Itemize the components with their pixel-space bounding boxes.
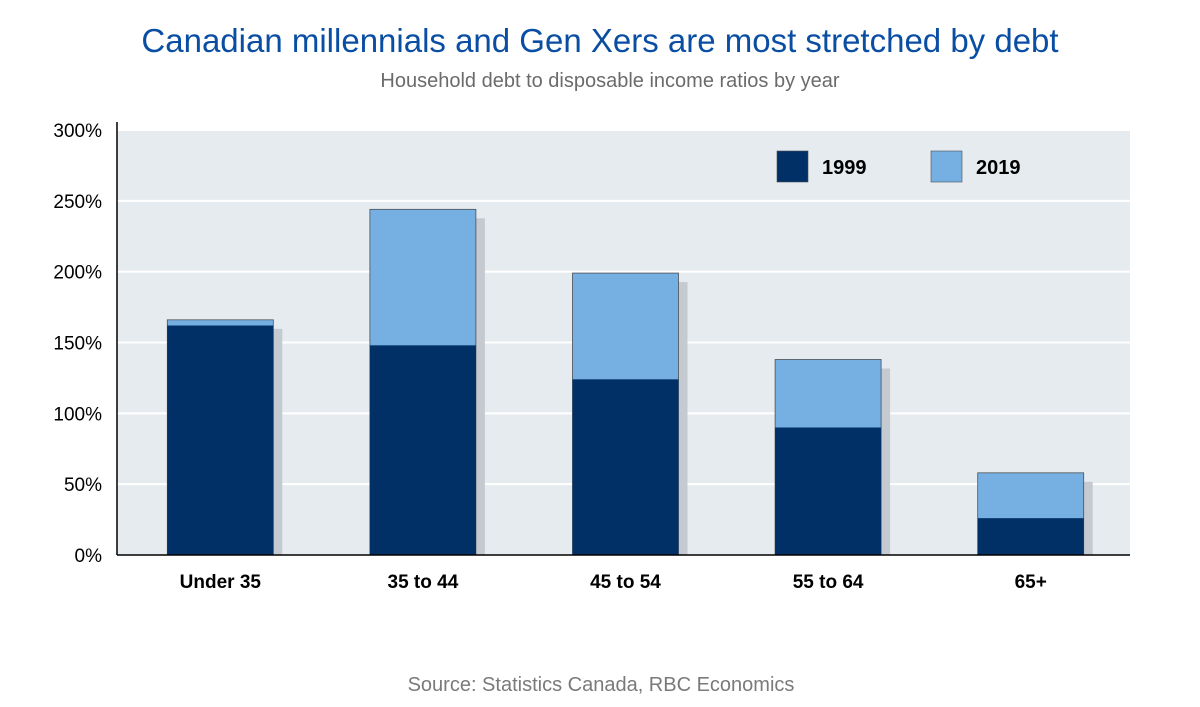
chart-subtitle: Household debt to disposable income rati… (380, 70, 840, 92)
bar-1999 (369, 345, 476, 555)
legend-label: 1999 (822, 157, 867, 179)
legend-swatch (930, 150, 963, 183)
axes (116, 122, 1130, 556)
y-tick-label: 0% (75, 546, 103, 567)
y-axis-ticks: 0% 50% 100% 150% 200% 250% 300% (53, 121, 102, 567)
chart-title: Canadian millennials and Gen Xers are mo… (141, 22, 1059, 59)
x-tick-label: 65+ (1015, 572, 1047, 593)
y-tick-label: 250% (53, 192, 102, 213)
y-tick-label: 50% (64, 475, 102, 496)
legend: 1999 2019 (776, 150, 1021, 183)
y-tick-label: 200% (53, 263, 102, 284)
bar-1999 (775, 427, 882, 555)
y-tick-label: 150% (53, 334, 102, 355)
x-axis-labels: Under 35 35 to 44 45 to 54 55 to 64 65+ (180, 572, 1047, 593)
bar-1999 (572, 379, 679, 555)
x-tick-label: Under 35 (180, 572, 262, 593)
bar-1999 (167, 325, 274, 555)
x-tick-label: 35 to 44 (388, 572, 459, 593)
x-tick-label: 55 to 64 (793, 572, 864, 593)
legend-swatch (776, 150, 809, 183)
chart-source: Source: Statistics Canada, RBC Economics (407, 674, 795, 696)
y-tick-label: 300% (53, 121, 102, 142)
legend-label: 2019 (976, 157, 1021, 179)
x-tick-label: 45 to 54 (590, 572, 661, 593)
bar-1999 (977, 518, 1084, 555)
y-tick-label: 100% (53, 404, 102, 425)
bars (166, 208, 1093, 556)
